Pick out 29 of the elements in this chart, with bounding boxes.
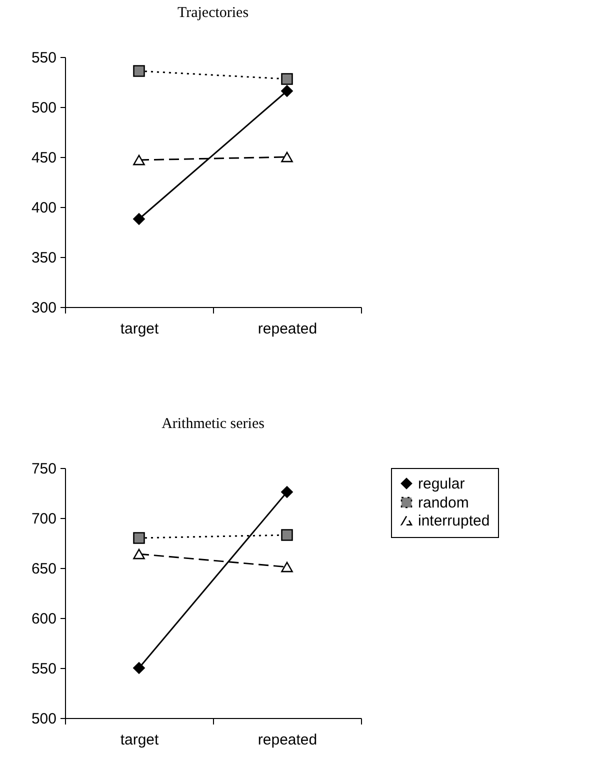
chart-title: Trajectories <box>177 5 249 21</box>
y-tick-label: 400 <box>31 200 56 216</box>
x-tick-label: repeated <box>258 732 318 748</box>
y-tick-label: 450 <box>31 150 56 166</box>
y-tick-label: 350 <box>31 250 56 266</box>
point <box>133 213 145 225</box>
point <box>281 529 293 541</box>
y-tick-label: 500 <box>31 100 56 116</box>
x-tick-label: target <box>120 320 160 338</box>
y-tick-label: 300 <box>31 300 56 316</box>
point <box>281 85 293 97</box>
y-tick-label: 600 <box>31 610 56 628</box>
y-tick-label: 650 <box>31 560 56 578</box>
x-tick-label: repeated <box>258 320 318 338</box>
point <box>281 486 293 498</box>
y-tick-label: 500 <box>31 710 56 728</box>
y-tick-label: 750 <box>31 460 56 478</box>
chart-title: Arithmetic series <box>162 416 265 432</box>
y-tick-label: 550 <box>31 660 56 678</box>
legend-label: random <box>418 494 469 512</box>
point <box>133 662 145 674</box>
point <box>133 532 145 544</box>
legend-label: regular <box>418 476 465 492</box>
y-tick-label: 700 <box>31 510 56 528</box>
legend-label: interrupted <box>418 512 490 530</box>
point <box>133 65 145 77</box>
point <box>281 73 293 85</box>
x-tick-label: target <box>120 732 160 748</box>
y-tick-label: 550 <box>31 50 56 66</box>
